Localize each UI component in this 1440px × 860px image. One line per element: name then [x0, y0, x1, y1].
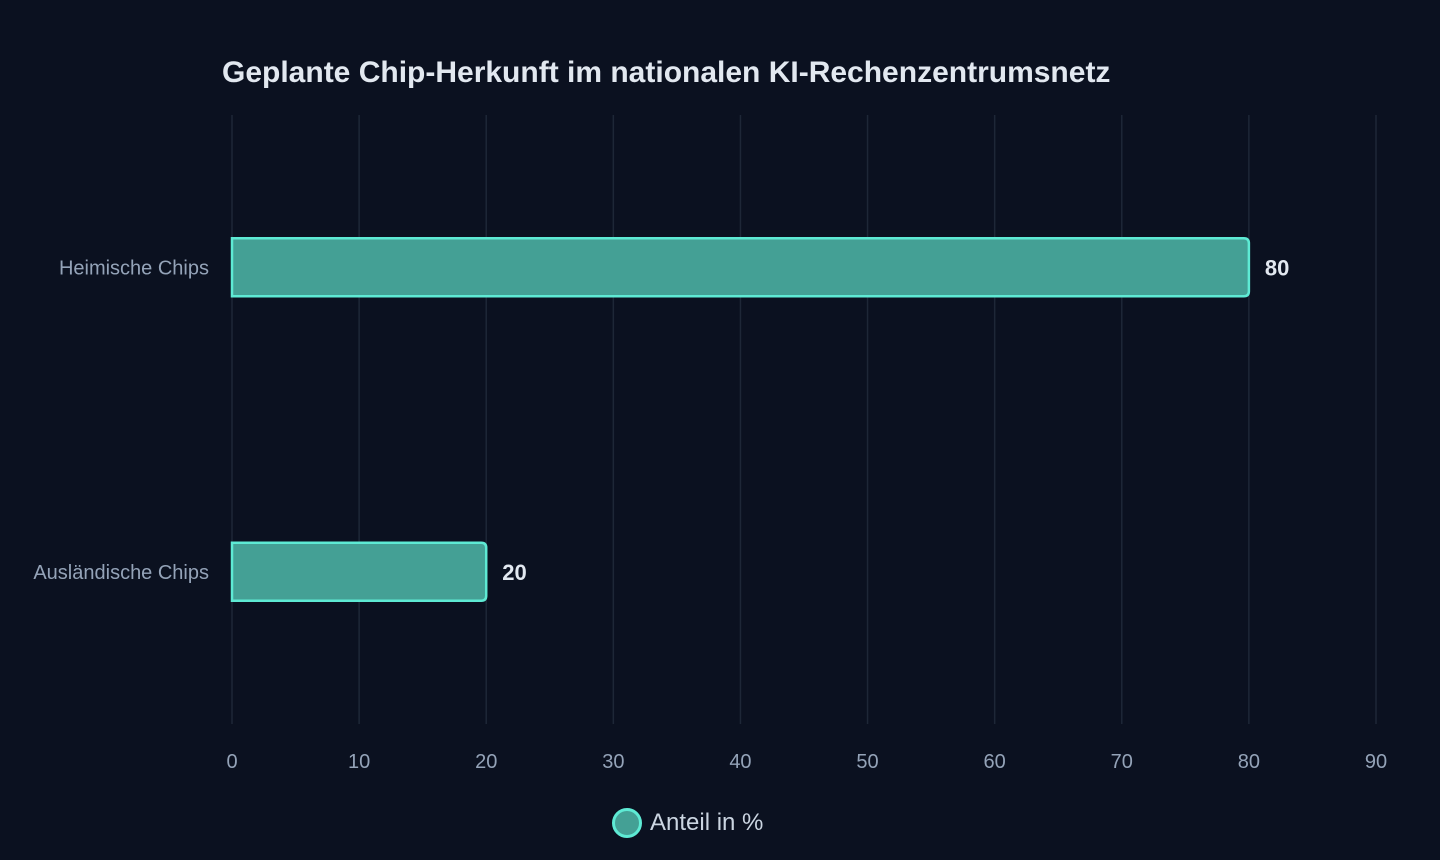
y-category-label: Ausländische Chips [33, 562, 209, 584]
y-category-label: Heimische Chips [59, 257, 209, 279]
x-tick-label: 80 [1238, 751, 1260, 773]
x-tick-label: 0 [226, 751, 237, 773]
x-tick-label: 10 [348, 751, 370, 773]
x-tick-label: 50 [856, 751, 878, 773]
bar-chart-plot: 0 10 20 30 40 50 60 70 80 90 Heimische Chips 80 Ausl… [33, 115, 1387, 773]
x-tick-label: 70 [1111, 751, 1133, 773]
bar [230, 237, 1251, 298]
bar [230, 541, 488, 602]
legend-label: Anteil in % [650, 809, 764, 836]
data-label: 80 [1265, 255, 1289, 280]
x-tick-label: 60 [984, 751, 1006, 773]
x-tick-label: 90 [1365, 751, 1387, 773]
legend[interactable]: Anteil in % [612, 805, 763, 841]
x-tick-label: 20 [475, 751, 497, 773]
legend-swatch [612, 808, 642, 838]
x-tick-label: 30 [602, 751, 624, 773]
x-tick-label: 40 [729, 751, 751, 773]
data-label: 20 [502, 560, 526, 585]
chart-title: Geplante Chip-Herkunft im nationalen KI-… [222, 56, 1111, 89]
